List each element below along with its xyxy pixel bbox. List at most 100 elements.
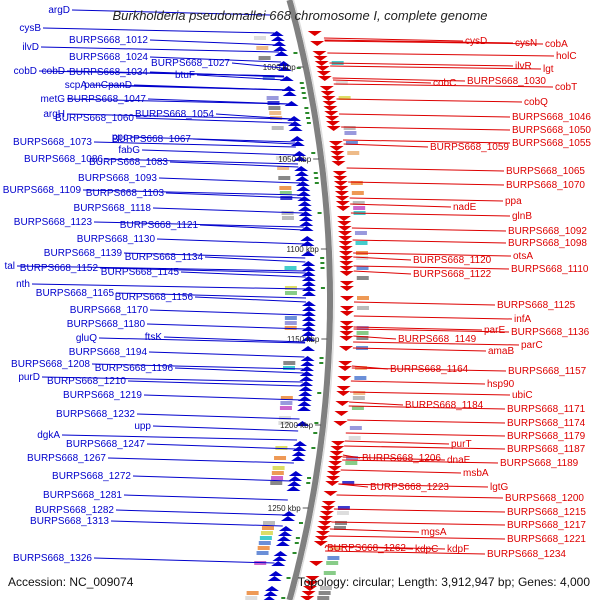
feature-block-inner [279,406,292,410]
forward-gene-arrow [297,401,312,406]
left-label-connector [231,62,283,69]
left-gene-label: ilvD [22,42,39,53]
left-gene-label: BURPS668_1093 [78,173,157,184]
marker-tick [307,477,312,479]
right-gene-label: cobT [555,82,577,93]
left-gene-label: BURPS668_1219 [63,390,142,401]
right-gene-label: BURPS668_1092 [508,226,587,237]
marker-tick [313,432,318,434]
left-gene-label: BURPS668_1027 [151,58,230,69]
forward-gene-arrow [300,241,315,246]
left-label-connector [146,323,306,330]
left-gene-label: BURPS668_1180 [67,319,146,330]
kbp-label: 1250 kbp [268,504,301,513]
right-label-connector [343,139,511,144]
reverse-gene-arrow [312,51,327,56]
feature-block-outer [351,406,364,410]
right-gene-label: lgt [543,64,554,75]
forward-gene-arrow [300,361,315,366]
left-label-connector [199,224,304,231]
right-gene-label: BURPS668_1179 [507,431,586,442]
reverse-gene-arrow [339,331,354,336]
left-gene-label: BURPS668_1281 [43,490,122,501]
feature-block-inner [271,471,284,475]
feature-block-inner [284,326,297,330]
left-gene-label: BURPS668_1134 [125,252,204,263]
left-label-connector [165,192,302,199]
forward-gene-arrow [291,456,306,461]
forward-gene-arrow [280,516,295,521]
forward-gene-arrow [271,561,286,566]
feature-block-inner [279,191,292,195]
feature-block-inner [260,531,273,535]
left-gene-label: dgkA [37,430,60,441]
left-gene-label: BURPS668_1267 [27,453,106,464]
right-label-connector [340,469,462,474]
reverse-gene-arrow [338,366,353,371]
left-gene-label: BURPS668_1152 [20,263,99,274]
left-gene-label: BURPS668_1272 [52,471,131,482]
marker-tick [296,67,301,69]
left-gene-label: upp [134,421,151,432]
right-gene-label: cobA [545,39,568,50]
feature-block-outer [356,326,369,330]
feature-block-outer [345,141,358,145]
left-gene-label: BURPS668_1139 [44,248,123,259]
right-label-connector [323,37,464,42]
reverse-gene-arrow [338,241,353,246]
forward-gene-arrow [301,281,316,286]
reverse-gene-arrow [333,421,348,426]
right-gene-label: BURPS668_1070 [506,180,585,191]
feature-block-inner [269,111,282,115]
feature-block-inner [266,96,279,100]
left-gene-label: panC [84,80,108,91]
reverse-gene-arrow [339,346,354,351]
feature-block-inner [245,596,258,600]
forward-gene-arrow [294,166,309,171]
right-gene-label: BURPS668_1110 [511,264,589,275]
feature-block-outer [348,436,361,440]
forward-gene-arrow [286,486,301,491]
marker-tick [311,152,316,154]
right-label-connector [350,203,452,208]
left-gene-label: BURPS668_1232 [56,409,135,420]
forward-gene-arrow [301,326,316,331]
right-gene-label: ppa [505,196,522,207]
right-label-connector [338,483,369,488]
left-gene-label: BURPS668_1103 [86,188,165,199]
right-label-connector [342,456,446,461]
reverse-gene-arrow [301,591,316,596]
right-gene-label: BURPS668_1221 [507,534,586,545]
right-label-connector [332,77,466,82]
feature-block-outer [344,131,357,135]
feature-block-inner [262,76,275,80]
marker-tick [302,97,307,99]
feature-block-outer [356,296,369,300]
left-gene-label: BURPS668_1313 [30,516,109,527]
left-label-connector [174,367,304,374]
feature-block-outer [323,571,336,575]
reverse-gene-arrow [330,446,345,451]
right-gene-label: kdpF [447,544,469,555]
right-gene-label: cobQ [524,97,548,108]
right-label-connector [349,401,404,406]
reverse-gene-arrow [338,361,353,366]
right-gene-label: BURPS668_1050 [512,125,591,136]
right-gene-label: kdpC [415,544,438,555]
forward-gene-arrow [273,46,288,51]
left-label-connector [82,189,302,196]
right-gene-label: BURPS668_1046 [512,112,591,123]
reverse-gene-arrow [339,281,354,286]
map-title: Burkholderia pseudomallei 668 chromosome… [112,8,487,23]
left-gene-label: btuF [175,70,195,81]
feature-block-outer [356,276,369,280]
marker-tick [320,262,325,264]
right-label-connector [353,328,510,333]
left-gene-label: purD [18,372,40,383]
left-label-connector [127,380,303,387]
reverse-gene-arrow [320,506,335,511]
feature-block-inner [256,46,269,50]
right-label-connector [351,367,507,372]
left-gene-label: BURPS668_1247 [66,439,145,450]
left-gene-label: BURPS668_1196 [95,363,174,374]
